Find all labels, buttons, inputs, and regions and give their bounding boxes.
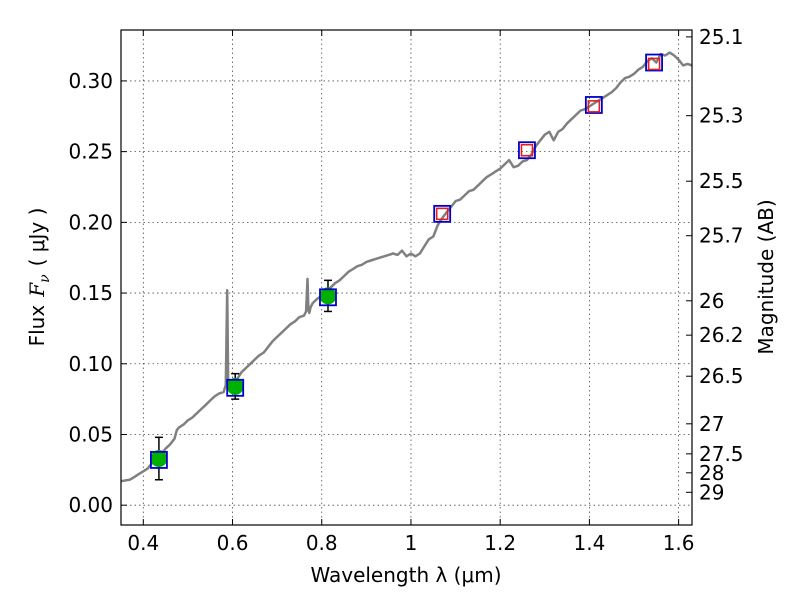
model-square <box>226 378 245 397</box>
x-tick-label: 1.2 <box>484 531 516 555</box>
model-sed-line <box>120 51 693 483</box>
x-tick-label: 0.6 <box>217 531 249 555</box>
observed-point <box>226 377 244 395</box>
y-tick-label: 0.30 <box>68 69 113 93</box>
model-sed-series <box>120 51 693 483</box>
y-tick-label: 0.20 <box>68 210 113 234</box>
nir-inner-square <box>520 143 534 157</box>
y2-tick-label: 25.7 <box>699 224 744 248</box>
nir-inner-square <box>587 100 601 113</box>
model-square <box>518 141 536 160</box>
y-tick-label: 0.05 <box>68 422 113 446</box>
x-tick-label: 1 <box>405 531 418 555</box>
observed-point <box>150 450 168 468</box>
y-axis-label-unit: ( μJy ) <box>25 208 49 267</box>
observed-point <box>319 287 337 305</box>
y2-tick-label: 25.1 <box>699 25 744 49</box>
grid <box>121 30 692 525</box>
model-square <box>150 451 168 469</box>
model-square <box>584 96 603 114</box>
y2-tick-label: 27 <box>699 412 724 436</box>
model-square <box>645 53 663 72</box>
model-square <box>433 204 452 223</box>
y-tick-label: 0.00 <box>68 493 113 517</box>
y-tick-label: 0.25 <box>68 140 113 164</box>
y-axis-label: Flux Fν ( μJy ) <box>25 208 53 347</box>
y2-tick-label: 28 <box>699 461 724 485</box>
y-axis-label-prefix: Flux <box>25 305 49 347</box>
y2-tick-label: 25.5 <box>699 169 744 193</box>
y-axis-label-var: F <box>25 282 49 298</box>
y2-axis-label: Magnitude (AB) <box>754 199 778 354</box>
y2-tick-label: 25.3 <box>699 104 744 128</box>
x-tick-label: 0.4 <box>127 531 159 555</box>
y-tick-label: 0.10 <box>68 352 113 376</box>
nir-inner-square <box>647 57 661 71</box>
x-tick-label: 1.6 <box>663 531 695 555</box>
plot-frame <box>120 29 693 526</box>
x-tick-label: 0.8 <box>306 531 338 555</box>
model-square <box>319 288 337 307</box>
markers <box>150 53 663 469</box>
y-axis-label-sub: ν <box>37 274 53 283</box>
y-tick-label: 0.15 <box>68 281 113 305</box>
y2-tick-label: 27.5 <box>699 442 744 466</box>
nir-inner-square <box>435 207 449 221</box>
y2-tick-label: 29 <box>699 480 724 504</box>
y2-tick-label: 26.5 <box>699 364 744 388</box>
x-axis-label: Wavelength λ (μm) <box>310 563 501 587</box>
y2-tick-label: 26.2 <box>699 323 744 347</box>
ticks: 0.4 0.6 0.8 1 1.2 1.4 1.6 0.00 0.05 0.10 0.15 0.20 0… <box>68 25 743 555</box>
y2-tick-label: 26 <box>699 289 724 313</box>
x-tick-label: 1.4 <box>573 531 605 555</box>
